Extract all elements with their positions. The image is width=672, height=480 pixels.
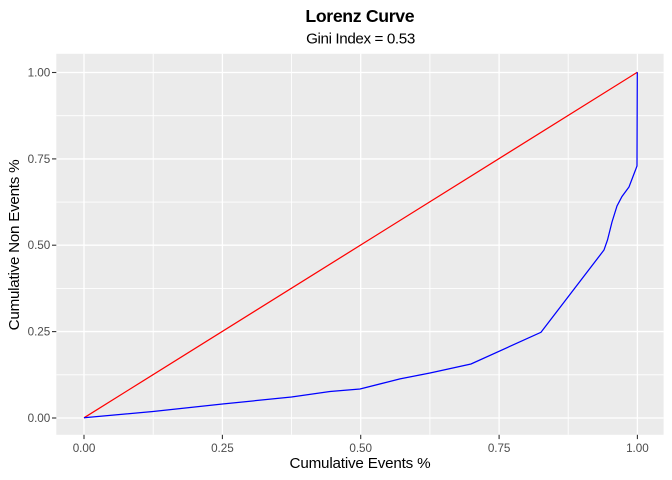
svg-text:1.00: 1.00 — [626, 442, 649, 455]
svg-text:0.00: 0.00 — [73, 442, 96, 455]
svg-text:Cumulative Non Events %: Cumulative Non Events % — [6, 160, 23, 331]
svg-text:Lorenz Curve: Lorenz Curve — [305, 6, 414, 26]
svg-text:0.25: 0.25 — [211, 442, 234, 455]
svg-text:0.25: 0.25 — [28, 326, 51, 339]
svg-text:0.00: 0.00 — [28, 412, 51, 425]
svg-text:1.00: 1.00 — [28, 67, 51, 80]
svg-text:Gini Index = 0.53: Gini Index = 0.53 — [306, 31, 415, 48]
svg-text:Cumulative Events %: Cumulative Events % — [290, 455, 431, 472]
svg-text:0.75: 0.75 — [488, 442, 511, 455]
svg-text:0.75: 0.75 — [28, 153, 51, 166]
svg-text:0.50: 0.50 — [349, 442, 372, 455]
svg-text:0.50: 0.50 — [28, 239, 51, 252]
